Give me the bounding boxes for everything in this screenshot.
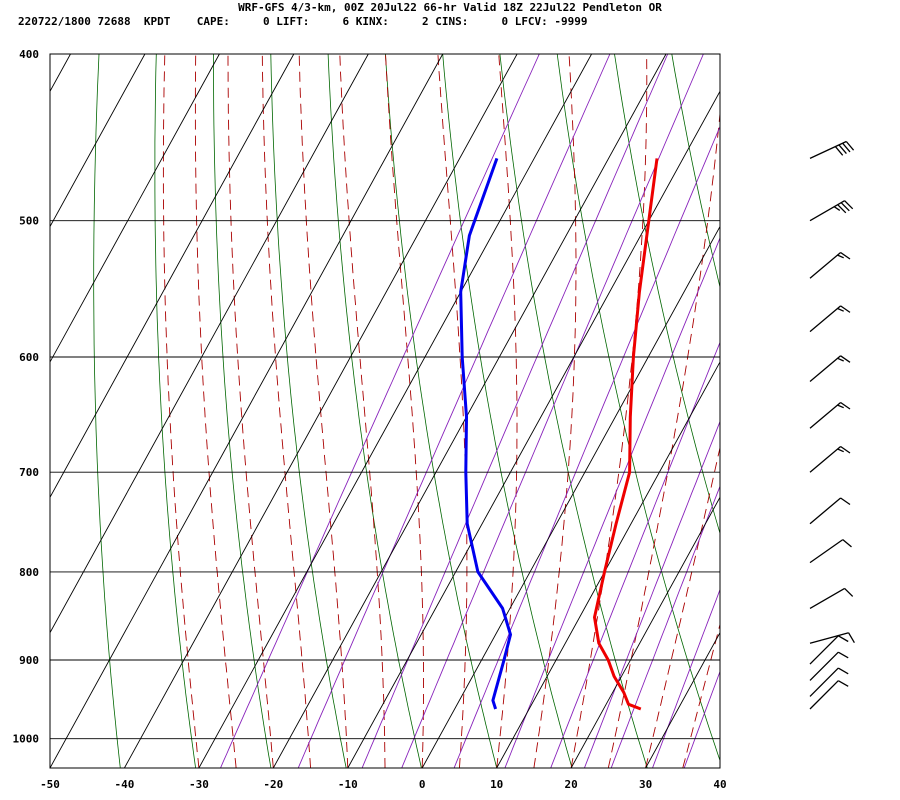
isobars — [50, 53, 720, 740]
dry-adiabat-line — [556, 54, 720, 762]
wind-barb — [809, 667, 849, 697]
x-tick-label: 20 — [564, 778, 577, 791]
wind-barb — [809, 587, 854, 609]
mixing-ratio-line — [610, 485, 720, 768]
isotherm-line — [347, 90, 720, 768]
isotherm-line — [198, 54, 592, 768]
dry-adiabat-line — [270, 54, 347, 768]
dry-adiabat-line — [671, 54, 720, 289]
y-tick-label: 900 — [19, 654, 39, 667]
wind-barb — [809, 635, 849, 665]
wind-barb — [809, 651, 849, 681]
isotherm-line — [50, 54, 295, 499]
wind-barb — [809, 680, 849, 710]
isotherm-line — [645, 631, 720, 768]
dry-adiabats — [93, 54, 900, 768]
moist-adiabat-line — [194, 54, 237, 768]
isotherm-line — [719, 767, 720, 768]
moist-adiabat-line — [339, 54, 386, 768]
isotherm-line — [570, 496, 720, 768]
wind-barbs — [809, 140, 855, 710]
mixing-ratio-line — [504, 236, 720, 768]
dry-adiabat-line — [385, 54, 498, 768]
x-tick-label: 0 — [419, 778, 426, 791]
wind-barb — [809, 401, 851, 429]
mixing-ratio-lines — [220, 54, 720, 768]
dry-adiabat-line — [844, 54, 900, 768]
y-tick-label: 1000 — [13, 733, 40, 746]
wind-barb — [809, 355, 851, 382]
dry-adiabat-line — [786, 54, 900, 768]
mixing-ratio-line — [401, 54, 704, 768]
isotherm-line — [124, 54, 518, 768]
y-tick-label: 800 — [19, 566, 39, 579]
mixing-ratio-line — [361, 54, 669, 768]
wind-barb — [809, 305, 851, 333]
y-tick-label: 700 — [19, 466, 39, 479]
isotherm-line — [50, 54, 220, 363]
dry-adiabat-line — [327, 54, 422, 768]
isotherm-line — [496, 361, 720, 768]
x-tick-label: -20 — [263, 778, 283, 791]
profiles — [459, 157, 659, 711]
y-tick-label: 400 — [19, 48, 39, 61]
moist-adiabat-line — [385, 54, 424, 768]
wind-barb — [809, 200, 854, 222]
mixing-ratio-line — [550, 341, 720, 768]
moist-adiabat-line — [437, 54, 468, 768]
x-tick-label: 40 — [713, 778, 726, 791]
moist-adiabat-line — [719, 766, 720, 768]
dry-adiabat-line — [442, 54, 573, 768]
sounding-stats: 220722/1800 72688 KPDT CAPE: 0 LIFT: 6 K… — [18, 15, 588, 28]
moist-adiabat-line — [162, 54, 200, 768]
wind-barb — [809, 539, 852, 564]
dry-adiabat-line — [614, 54, 720, 535]
isotherm-line — [50, 54, 369, 634]
x-tick-label: -50 — [40, 778, 60, 791]
moist-adiabat-line — [496, 54, 518, 768]
x-tick-label: -30 — [189, 778, 209, 791]
wind-barb — [809, 251, 851, 279]
isotherm-line — [50, 54, 444, 768]
dry-adiabat-line — [154, 54, 196, 768]
y-tick-label: 600 — [19, 351, 39, 364]
moist-adiabat-line — [298, 54, 349, 768]
moist-adiabat-line — [533, 54, 577, 768]
wind-barb — [809, 632, 855, 644]
y-tick-labels: 400 500 600 700 800 900 1000 — [13, 48, 40, 746]
dry-adiabat-line — [729, 54, 900, 768]
wind-barb — [809, 445, 851, 473]
dry-adiabat-line — [213, 54, 272, 768]
mixing-ratio-line — [652, 588, 720, 768]
wind-barb — [809, 497, 851, 525]
isotherm-line — [421, 225, 720, 768]
dewpoint-profile-line — [459, 157, 512, 710]
mixing-ratio-line — [297, 54, 611, 768]
isotherms — [50, 54, 720, 768]
plot-frame — [49, 53, 721, 769]
x-tick-label: 10 — [490, 778, 503, 791]
isotherm-line — [272, 54, 667, 768]
moist-adiabat-line — [682, 622, 720, 768]
temperature-profile-line — [593, 158, 659, 711]
wind-barb — [809, 140, 855, 159]
x-tick-label: -10 — [338, 778, 358, 791]
y-tick-label: 500 — [19, 215, 39, 228]
mixing-ratio-line — [220, 54, 540, 768]
mixing-ratio-line — [683, 670, 720, 768]
x-tick-label: -40 — [114, 778, 134, 791]
moist-adiabat-line — [261, 54, 312, 768]
moist-adiabat-line — [227, 54, 274, 768]
isotherm-line — [50, 54, 146, 228]
x-tick-label: 30 — [639, 778, 652, 791]
moist-adiabat-line — [645, 445, 720, 768]
x-tick-labels: -50 -40 -30 -20 -10 0 10 20 30 40 — [40, 778, 727, 791]
dry-adiabat-line — [93, 54, 121, 768]
dry-adiabat-line — [499, 54, 648, 768]
mixing-ratio-line — [453, 125, 720, 768]
chart-title: WRF-GFS 4/3-km, 00Z 20Jul22 66-hr Valid … — [238, 1, 662, 14]
moist-adiabat-line — [607, 109, 720, 768]
